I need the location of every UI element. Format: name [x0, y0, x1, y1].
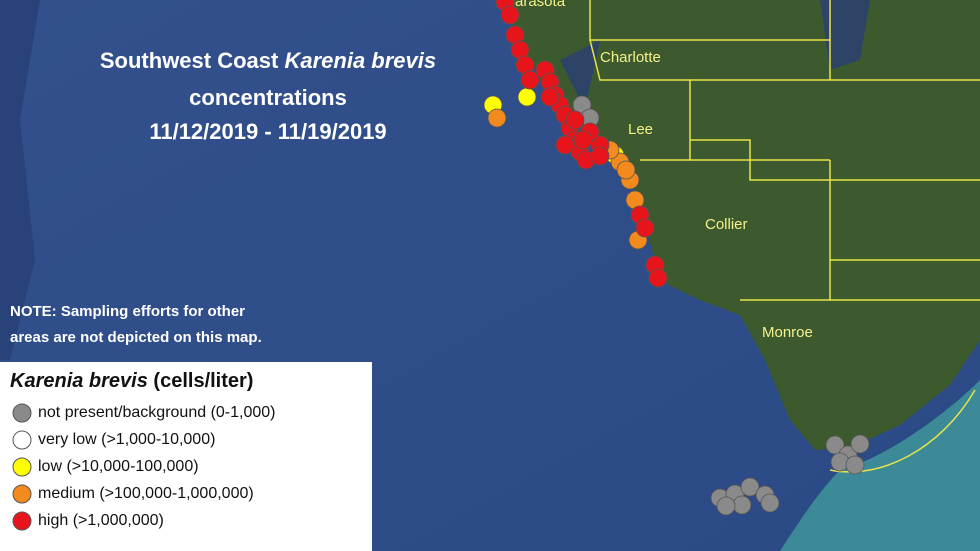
legend-swatch	[12, 430, 32, 450]
legend-swatch	[12, 511, 32, 531]
county-label: Lee	[628, 121, 653, 138]
legend-species: Karenia brevis	[10, 370, 148, 392]
sample-point	[635, 218, 655, 238]
sample-point	[760, 493, 780, 513]
sample-point	[825, 435, 845, 455]
title-species: Karenia brevis	[284, 48, 436, 73]
sample-point	[555, 135, 575, 155]
legend-label: not present/background (0-1,000)	[38, 404, 275, 421]
note: areas are not depicted on this map.	[10, 329, 262, 346]
lake	[560, 0, 870, 110]
sample-point	[648, 268, 668, 288]
sample-point	[520, 70, 540, 90]
sample-point	[500, 5, 520, 25]
sample-point	[590, 146, 610, 166]
legend-label: high (>1,000,000)	[38, 512, 164, 529]
sample-point	[540, 87, 560, 107]
sample-point	[740, 477, 760, 497]
legend-label: very low (>1,000-10,000)	[38, 431, 215, 448]
sample-point	[565, 110, 585, 130]
sample-point	[850, 434, 870, 454]
sample-points	[483, 0, 870, 516]
sample-point	[732, 495, 752, 515]
title-line2: concentrations	[189, 85, 347, 110]
county-label: Collier	[705, 216, 748, 233]
legend-title: Karenia brevis (cells/liter)	[10, 370, 253, 392]
legend-label: low (>10,000-100,000)	[38, 458, 199, 475]
county-label: Charlotte	[600, 49, 661, 66]
sample-point	[616, 160, 636, 180]
sample-point	[487, 108, 507, 128]
sample-point	[517, 87, 537, 107]
legend-box	[0, 362, 372, 551]
legend-swatch	[12, 403, 32, 423]
legend-swatch	[12, 457, 32, 477]
deep-water	[0, 0, 40, 360]
sample-point	[716, 496, 736, 516]
county-label: Sarasota	[505, 0, 566, 10]
county-label: Monroe	[762, 324, 813, 341]
land	[500, 0, 980, 450]
note: NOTE: Sampling efforts for other	[10, 303, 245, 320]
legend-swatch	[12, 484, 32, 504]
county-lines	[589, 0, 980, 473]
sample-point	[573, 130, 593, 150]
legend-items: not present/background (0-1,000) very low…	[12, 403, 275, 531]
shallow-bay	[780, 380, 980, 551]
legend-unit: (cells/liter)	[153, 370, 253, 392]
title-prefix: Southwest Coast	[100, 48, 279, 73]
sample-point	[845, 455, 865, 475]
title-dates: 11/12/2019 - 11/19/2019	[149, 119, 386, 144]
legend-label: medium (>100,000-1,000,000)	[38, 485, 254, 502]
title: Southwest Coast Karenia brevis	[100, 48, 436, 73]
